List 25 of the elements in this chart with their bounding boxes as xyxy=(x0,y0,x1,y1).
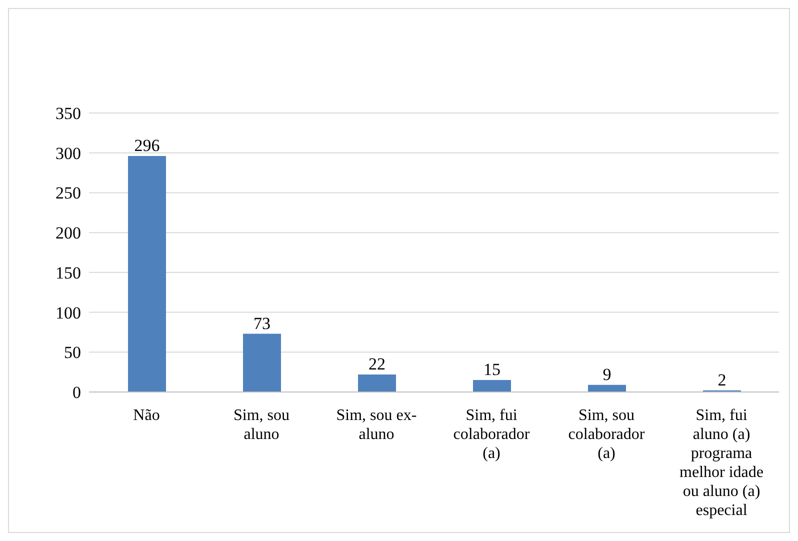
x-tick-label: Sim, sou ex-aluno xyxy=(336,407,417,443)
bar xyxy=(588,384,626,392)
data-label: 15 xyxy=(484,360,500,380)
bar xyxy=(358,374,396,392)
y-tick-label: 350 xyxy=(56,104,81,124)
y-tick-label: 50 xyxy=(64,343,81,362)
data-label: 73 xyxy=(254,314,270,333)
x-tick-label: Não xyxy=(133,407,160,424)
x-tick-label: Sim, fui aluno (a) programa melhor idade ou aluno (a) especial xyxy=(680,407,764,519)
y-tick-label: 200 xyxy=(56,224,81,243)
y-tick-label: 250 xyxy=(56,184,81,203)
bar xyxy=(243,334,281,392)
data-label: 296 xyxy=(134,136,160,156)
x-tick-label: Sim, sou colaborador (a) xyxy=(568,407,646,462)
y-tick-label: 100 xyxy=(56,303,81,322)
bar xyxy=(128,156,166,392)
y-tick-label: 300 xyxy=(56,144,81,163)
y-tick-label: 0 xyxy=(72,383,81,402)
x-tick-label: Sim, sou aluno xyxy=(233,407,290,443)
data-label: 2 xyxy=(718,370,726,390)
y-tick-label: 150 xyxy=(56,263,81,282)
data-label: 22 xyxy=(368,354,386,374)
data-label: 9 xyxy=(602,364,612,384)
x-tick-label: Sim, fui colaborador (a) xyxy=(453,407,530,462)
bar xyxy=(473,380,511,392)
